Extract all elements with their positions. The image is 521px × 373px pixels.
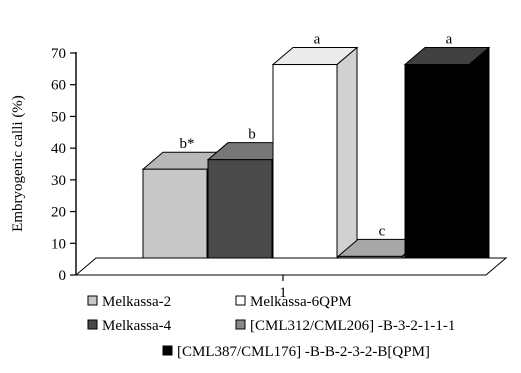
legend-swatch xyxy=(87,295,98,306)
bar-letter-label: b xyxy=(248,127,256,143)
bar xyxy=(272,64,338,259)
legend-label: Melkassa-6QPM xyxy=(250,294,352,310)
legend-swatch xyxy=(87,319,98,330)
x-tick-label: 1 xyxy=(279,285,287,301)
bar-letter-label: c xyxy=(379,223,386,239)
y-axis-label: Embryogenic calli (%) xyxy=(10,95,26,232)
bar-letter-label: a xyxy=(314,32,321,48)
y-tick-label: 10 xyxy=(51,236,66,252)
bar-side xyxy=(336,46,358,259)
bar-letter-label: a xyxy=(446,32,453,48)
y-tick-label: 50 xyxy=(51,109,66,125)
bar-side xyxy=(468,46,490,259)
legend-swatch xyxy=(235,319,246,330)
bar xyxy=(142,168,208,259)
legend-label: Melkassa-2 xyxy=(102,294,171,310)
legend-swatch xyxy=(162,345,173,356)
legend-label: Melkassa-4 xyxy=(102,318,172,334)
bar xyxy=(207,159,273,259)
y-tick-label: 0 xyxy=(59,268,67,284)
legend-swatch xyxy=(235,295,246,306)
y-tick-label: 40 xyxy=(51,141,66,157)
bar-letter-label: b* xyxy=(180,136,195,152)
chart-floor xyxy=(74,257,508,276)
legend-label: [CML387/CML176] -B-B-2-3-2-B[QPM] xyxy=(177,344,430,360)
y-tick-label: 20 xyxy=(51,205,66,221)
bar xyxy=(404,64,470,259)
legend-label: [CML312/CML206] -B-3-2-1-1-1 xyxy=(250,318,455,334)
y-tick-label: 60 xyxy=(51,78,66,94)
y-tick-label: 30 xyxy=(51,173,66,189)
y-tick-label: 70 xyxy=(51,46,66,62)
bar xyxy=(337,255,403,259)
